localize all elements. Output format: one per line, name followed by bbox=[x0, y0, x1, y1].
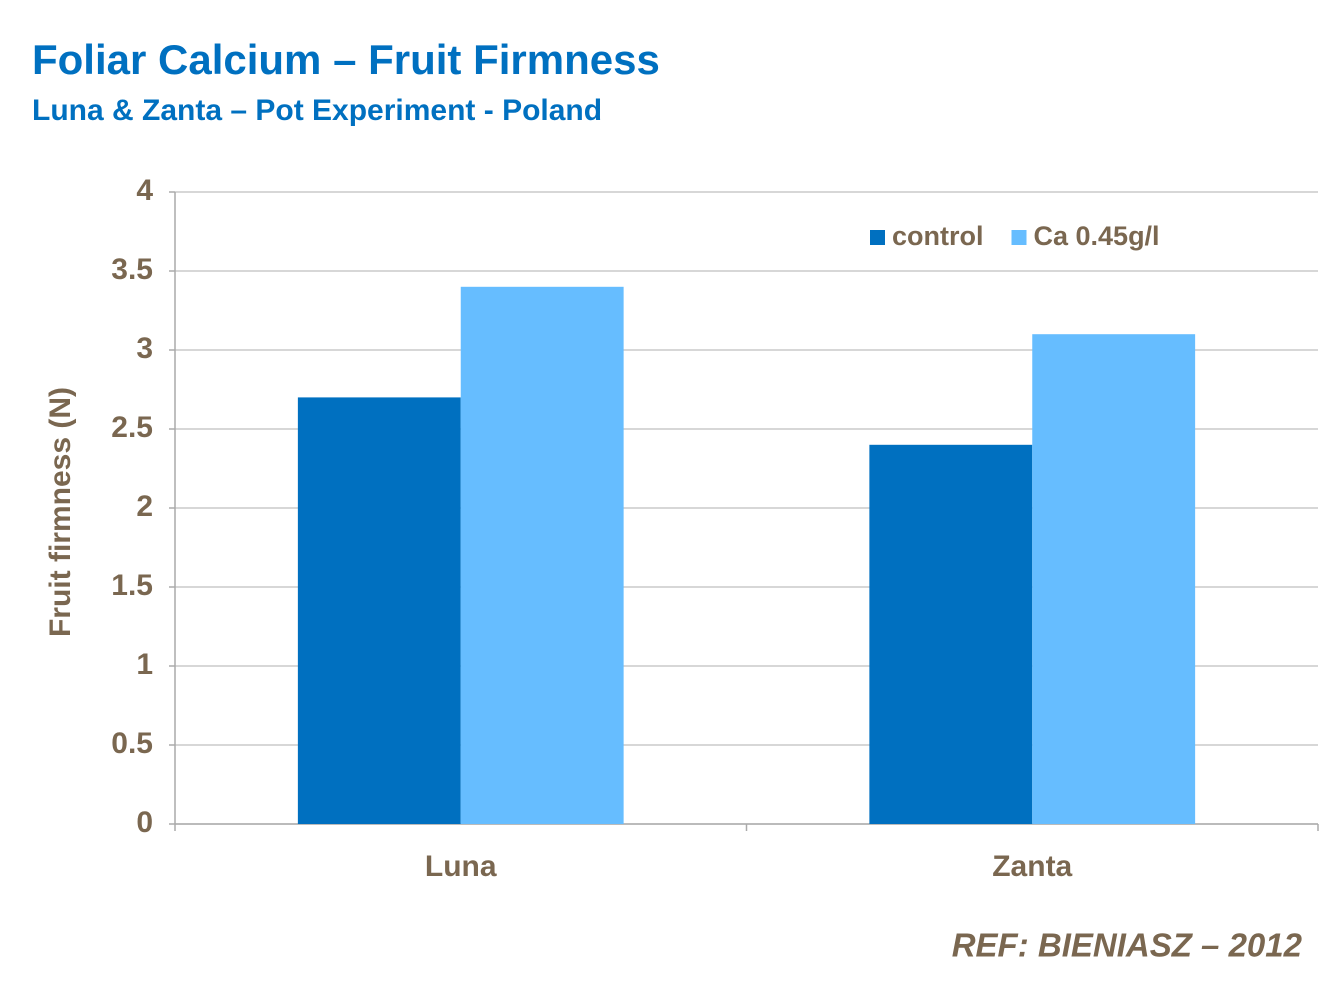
y-tick-label: 0.5 bbox=[111, 727, 153, 760]
legend-label: control bbox=[892, 221, 984, 251]
bar bbox=[460, 286, 624, 824]
y-tick-label: 3 bbox=[136, 332, 153, 365]
y-axis-label: Fruit firmness (N) bbox=[44, 387, 77, 637]
bar bbox=[297, 397, 461, 824]
y-tick-label: 4 bbox=[136, 174, 153, 207]
y-tick-label: 1.5 bbox=[111, 569, 153, 602]
bar bbox=[869, 444, 1033, 824]
legend-swatch bbox=[1011, 230, 1027, 245]
y-tick-label: 3.5 bbox=[111, 253, 153, 286]
y-tick-label: 2.5 bbox=[111, 411, 153, 444]
legend-swatch bbox=[870, 230, 885, 245]
annotation: REF: BIENIASZ – 2012 bbox=[952, 927, 1303, 964]
chart-title: Foliar Calcium – Fruit Firmness bbox=[32, 36, 660, 83]
y-tick-label: 0 bbox=[136, 806, 153, 839]
legend-label: Ca 0.45g/l bbox=[1034, 221, 1160, 251]
y-tick-label: 2 bbox=[136, 490, 153, 523]
x-tick-label: Zanta bbox=[992, 850, 1072, 883]
chart-subtitle: Luna & Zanta – Pot Experiment - Poland bbox=[32, 94, 602, 127]
x-tick-label: Luna bbox=[425, 850, 497, 883]
bar bbox=[1032, 334, 1196, 824]
y-tick-label: 1 bbox=[136, 648, 153, 681]
